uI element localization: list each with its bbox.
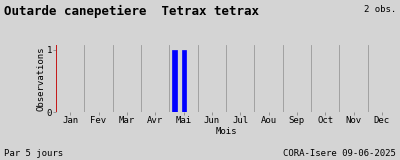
X-axis label: Mois: Mois <box>215 127 237 136</box>
Text: CORA-Isere 09-06-2025: CORA-Isere 09-06-2025 <box>283 149 396 158</box>
Text: Outarde canepetiere  Tetrax tetrax: Outarde canepetiere Tetrax tetrax <box>4 5 259 18</box>
Y-axis label: Observations: Observations <box>36 46 45 111</box>
Text: 2 obs.: 2 obs. <box>364 5 396 14</box>
Text: Par 5 jours: Par 5 jours <box>4 149 63 158</box>
Bar <box>172 50 177 112</box>
Bar <box>182 50 186 112</box>
